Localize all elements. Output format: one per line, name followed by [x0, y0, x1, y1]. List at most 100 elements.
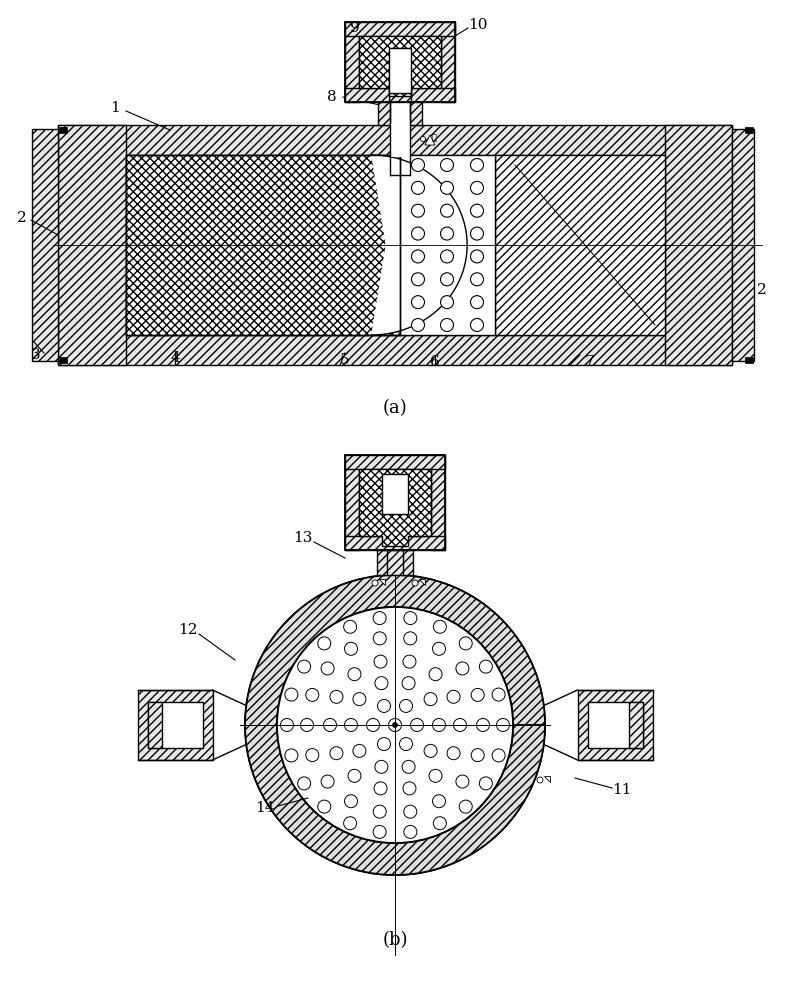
- Circle shape: [306, 749, 319, 762]
- Circle shape: [344, 795, 358, 808]
- Circle shape: [373, 825, 386, 838]
- Bar: [345, 455, 445, 550]
- Circle shape: [344, 718, 358, 732]
- Circle shape: [300, 718, 314, 732]
- Circle shape: [471, 318, 483, 332]
- Bar: [400, 155, 495, 335]
- Circle shape: [447, 690, 460, 703]
- Circle shape: [459, 800, 472, 813]
- Text: 9: 9: [350, 21, 360, 35]
- Bar: [148, 702, 202, 748]
- Text: 4: 4: [170, 351, 180, 365]
- Circle shape: [403, 655, 416, 668]
- Circle shape: [434, 817, 446, 830]
- Circle shape: [373, 612, 386, 625]
- Circle shape: [429, 769, 442, 782]
- Bar: [441, 22, 455, 102]
- Circle shape: [404, 805, 417, 818]
- Text: 1: 1: [110, 101, 120, 115]
- Text: 7: 7: [585, 355, 595, 369]
- Circle shape: [378, 699, 390, 712]
- Circle shape: [245, 575, 545, 875]
- Circle shape: [411, 718, 423, 732]
- Circle shape: [441, 250, 453, 263]
- Circle shape: [353, 693, 366, 706]
- Bar: [410, 82, 422, 125]
- Circle shape: [404, 825, 417, 838]
- Bar: [59, 357, 67, 363]
- Circle shape: [372, 580, 378, 586]
- Bar: [390, 123, 410, 157]
- Circle shape: [318, 800, 331, 813]
- Polygon shape: [371, 155, 467, 335]
- Circle shape: [344, 817, 356, 830]
- Bar: [431, 455, 445, 550]
- Bar: [345, 88, 455, 102]
- Circle shape: [353, 744, 366, 757]
- Circle shape: [330, 690, 343, 703]
- Text: 2: 2: [757, 283, 767, 297]
- Circle shape: [471, 749, 484, 762]
- Circle shape: [298, 660, 310, 673]
- Text: 11: 11: [612, 783, 632, 797]
- Text: 2: 2: [17, 211, 27, 225]
- Polygon shape: [425, 135, 435, 145]
- Circle shape: [471, 688, 484, 701]
- Bar: [58, 335, 732, 365]
- Circle shape: [447, 747, 460, 760]
- Circle shape: [403, 782, 416, 795]
- Circle shape: [375, 677, 388, 690]
- Circle shape: [424, 693, 437, 706]
- Circle shape: [374, 655, 387, 668]
- Polygon shape: [126, 155, 400, 335]
- Polygon shape: [379, 579, 385, 585]
- Text: (a): (a): [382, 399, 408, 417]
- Bar: [148, 702, 161, 748]
- Circle shape: [404, 632, 417, 645]
- Bar: [389, 48, 411, 93]
- Circle shape: [459, 637, 472, 650]
- Bar: [377, 550, 413, 575]
- Circle shape: [412, 296, 424, 309]
- Text: 12: 12: [179, 623, 198, 637]
- Circle shape: [298, 777, 310, 790]
- Circle shape: [323, 718, 337, 732]
- Circle shape: [441, 181, 453, 194]
- Circle shape: [412, 318, 424, 332]
- Text: ⊿: ⊿: [431, 134, 437, 142]
- Circle shape: [480, 777, 492, 790]
- Circle shape: [441, 227, 453, 240]
- Bar: [59, 127, 67, 133]
- Polygon shape: [419, 579, 425, 585]
- Circle shape: [306, 688, 319, 701]
- Circle shape: [420, 136, 426, 141]
- Circle shape: [348, 668, 361, 681]
- Circle shape: [480, 660, 492, 673]
- Circle shape: [441, 296, 453, 309]
- Bar: [345, 536, 445, 550]
- Circle shape: [471, 250, 483, 263]
- Bar: [588, 702, 642, 748]
- Circle shape: [344, 620, 356, 633]
- Circle shape: [412, 227, 424, 240]
- Text: 3: 3: [31, 348, 41, 362]
- Circle shape: [344, 642, 358, 655]
- Circle shape: [471, 273, 483, 286]
- Circle shape: [412, 273, 424, 286]
- Circle shape: [471, 227, 483, 240]
- Bar: [345, 455, 445, 469]
- Text: 13: 13: [293, 531, 313, 545]
- Text: (b): (b): [382, 931, 408, 949]
- Circle shape: [348, 769, 361, 782]
- Bar: [58, 125, 732, 155]
- Circle shape: [389, 718, 401, 732]
- Circle shape: [537, 777, 543, 783]
- Circle shape: [441, 158, 453, 172]
- Circle shape: [456, 662, 469, 675]
- Bar: [382, 474, 408, 514]
- Polygon shape: [359, 469, 431, 546]
- Bar: [345, 22, 359, 102]
- Bar: [378, 82, 390, 125]
- Bar: [745, 127, 753, 133]
- Circle shape: [456, 775, 469, 788]
